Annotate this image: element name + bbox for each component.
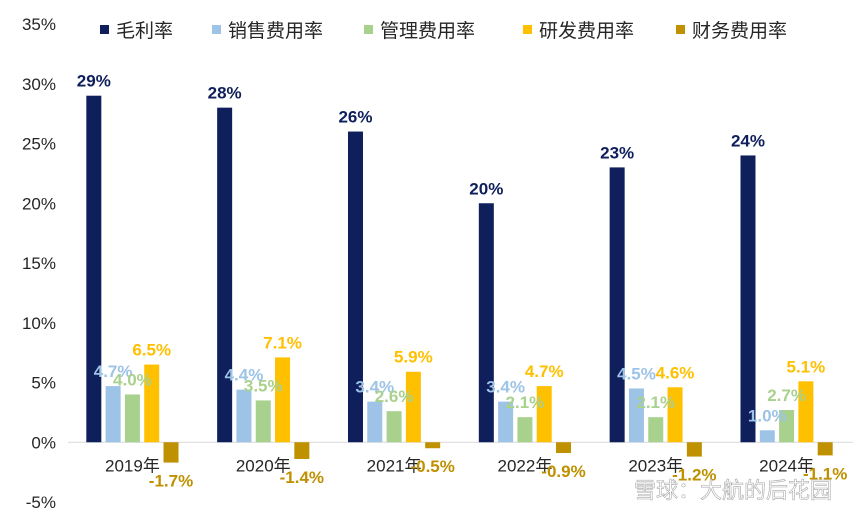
bar-series-4-cat-2 xyxy=(425,442,441,449)
x-category-label: 2023年 xyxy=(628,456,683,475)
legend-swatch-4 xyxy=(676,25,685,34)
data-label-series-4-cat-4: -1.2% xyxy=(672,466,716,485)
bar-series-4-cat-0 xyxy=(163,442,179,463)
bar-series-0-cat-2 xyxy=(347,131,363,443)
data-label-series-3-cat-0: 6.5% xyxy=(132,341,171,360)
data-label-series-3-cat-5: 5.1% xyxy=(787,357,826,376)
data-label-series-4-cat-3: -0.9% xyxy=(541,462,585,481)
data-label-series-4-cat-2: -0.5% xyxy=(410,457,454,476)
legend-label-0: 毛利率 xyxy=(116,20,173,42)
bar-series-1-cat-0 xyxy=(105,386,121,443)
legend-label-3: 研发费用率 xyxy=(539,20,634,42)
bar-series-3-cat-0 xyxy=(144,364,160,443)
bars xyxy=(86,95,833,463)
data-label-series-4-cat-1: -1.4% xyxy=(280,468,324,487)
y-tick-label: 10% xyxy=(22,314,56,333)
y-tick-label: 30% xyxy=(22,75,56,94)
data-label-series-1-cat-4: 4.5% xyxy=(617,364,656,383)
bar-series-4-cat-1 xyxy=(294,442,310,459)
bar-series-1-cat-3 xyxy=(498,401,514,443)
bar-series-1-cat-4 xyxy=(628,388,644,443)
bar-series-3-cat-5 xyxy=(798,381,814,443)
y-tick-label: 20% xyxy=(22,194,56,213)
data-label-series-2-cat-4: 2.1% xyxy=(636,393,675,412)
legend-swatch-3 xyxy=(523,25,532,34)
legend-label-1: 销售费用率 xyxy=(228,20,323,42)
data-label-series-1-cat-1: 4.4% xyxy=(225,366,264,385)
data-label-series-1-cat-0: 4.7% xyxy=(94,362,133,381)
data-label-series-2-cat-5: 2.7% xyxy=(767,386,806,405)
legend-swatch-0 xyxy=(100,25,109,34)
data-label-series-1-cat-5: 1.0% xyxy=(748,406,787,425)
bar-series-4-cat-4 xyxy=(686,442,702,457)
data-label-series-0-cat-0: 29% xyxy=(77,72,111,91)
data-label-series-0-cat-5: 24% xyxy=(731,131,765,150)
bar-series-1-cat-1 xyxy=(236,389,252,443)
bar-series-0-cat-0 xyxy=(86,95,102,443)
bar-series-2-cat-5 xyxy=(779,409,795,443)
y-tick-label: 5% xyxy=(31,374,56,393)
legend-label-2: 管理费用率 xyxy=(380,20,475,42)
data-label-series-4-cat-0: -1.7% xyxy=(149,472,193,491)
data-label-series-1-cat-2: 3.4% xyxy=(355,378,394,397)
bar-series-2-cat-1 xyxy=(255,400,271,443)
legend: 毛利率 销售费用率 管理费用率 研发费用率 财务费用率 xyxy=(100,20,787,42)
bar-series-2-cat-3 xyxy=(517,417,533,443)
data-label-series-3-cat-4: 4.6% xyxy=(656,363,695,382)
data-label-series-1-cat-3: 3.4% xyxy=(486,378,525,397)
data-label-series-2-cat-0: 4.0% xyxy=(113,370,152,389)
data-label-series-3-cat-3: 4.7% xyxy=(525,362,564,381)
legend-swatch-1 xyxy=(212,25,221,34)
bar-series-2-cat-2 xyxy=(386,411,402,443)
legend-swatch-2 xyxy=(364,25,373,34)
bar-series-1-cat-2 xyxy=(367,401,383,443)
x-category-label: 2024年 xyxy=(759,456,814,475)
x-category-label: 2022年 xyxy=(498,456,553,475)
x-axis-categories: 2019年 2020年 2021年 2022年 2023年 2024年 xyxy=(105,456,814,475)
data-label-series-4-cat-5: -1.1% xyxy=(803,464,847,483)
bar-series-3-cat-3 xyxy=(536,386,552,443)
y-axis: -5% 0% 5% 10% 15% 20% 25% 30% 35% xyxy=(22,15,56,512)
bar-series-4-cat-3 xyxy=(556,442,572,454)
legend-label-4: 财务费用率 xyxy=(692,20,787,42)
x-category-label: 2021年 xyxy=(367,456,422,475)
data-label-series-2-cat-2: 2.6% xyxy=(375,387,414,406)
y-tick-label: 0% xyxy=(31,433,56,452)
y-tick-label: 35% xyxy=(22,15,56,34)
data-labels: 29%4.7%4.0%6.5%-1.7%28%4.4%3.5%7.1%-1.4%… xyxy=(77,72,848,491)
y-tick-label: -5% xyxy=(26,493,56,512)
bar-series-3-cat-2 xyxy=(405,371,421,443)
x-category-label: 2020年 xyxy=(236,456,291,475)
bar-series-0-cat-3 xyxy=(478,203,494,443)
data-label-series-2-cat-1: 3.5% xyxy=(244,376,283,395)
bar-series-4-cat-5 xyxy=(817,442,833,456)
data-label-series-2-cat-3: 2.1% xyxy=(506,393,545,412)
bar-series-0-cat-5 xyxy=(740,155,756,443)
data-label-series-0-cat-2: 26% xyxy=(338,108,372,127)
x-category-label: 2019年 xyxy=(105,456,160,475)
y-tick-label: 25% xyxy=(22,135,56,154)
data-label-series-0-cat-3: 20% xyxy=(469,179,503,198)
bar-series-0-cat-1 xyxy=(217,107,233,443)
data-label-series-3-cat-2: 5.9% xyxy=(394,348,433,367)
data-label-series-0-cat-4: 23% xyxy=(600,143,634,162)
bar-series-2-cat-0 xyxy=(124,394,140,443)
bar-series-2-cat-4 xyxy=(648,417,664,443)
bar-series-3-cat-1 xyxy=(275,357,291,443)
bar-series-1-cat-5 xyxy=(759,430,775,443)
watermark: 雪球：大航的后花园 xyxy=(634,478,832,503)
data-label-series-3-cat-1: 7.1% xyxy=(263,333,302,352)
data-label-series-0-cat-1: 28% xyxy=(208,84,242,103)
bar-series-3-cat-4 xyxy=(667,387,683,443)
y-tick-label: 15% xyxy=(22,254,56,273)
bar-series-0-cat-4 xyxy=(609,167,625,443)
